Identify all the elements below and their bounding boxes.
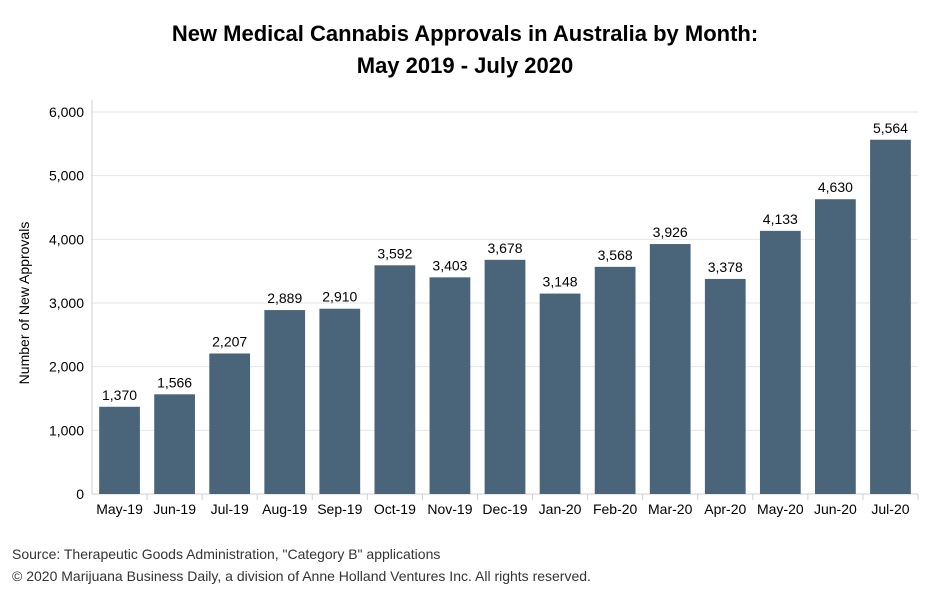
bar: [319, 308, 361, 494]
y-tick-label: 2,000: [49, 359, 84, 375]
bar: [539, 293, 581, 494]
bar: [594, 266, 636, 494]
x-tick-label: May-19: [96, 501, 143, 517]
x-tick-label: Jun-19: [153, 501, 196, 517]
bar: [649, 244, 691, 494]
y-axis-title: Number of New Approvals: [16, 222, 32, 385]
bar: [484, 259, 526, 494]
x-tick-label: Aug-19: [262, 501, 307, 517]
x-tick-label: Jun-20: [814, 501, 857, 517]
x-tick-label: Jan-20: [539, 501, 582, 517]
x-tick-label: Apr-20: [704, 501, 746, 517]
y-tick-label: 6,000: [49, 104, 84, 120]
bar: [209, 353, 251, 494]
y-tick-label: 5,000: [49, 168, 84, 184]
data-label: 1,566: [157, 374, 192, 390]
bar: [154, 394, 195, 494]
data-label: 3,148: [543, 274, 578, 290]
x-tick-label: Oct-19: [374, 501, 416, 517]
x-tick-label: Feb-20: [593, 501, 638, 517]
x-tick-label: Mar-20: [648, 501, 693, 517]
chart-title: New Medical Cannabis Approvals in Austra…: [0, 18, 930, 82]
data-label: 2,910: [322, 289, 357, 305]
x-tick-label: May-20: [757, 501, 804, 517]
x-tick-label: Sep-19: [317, 501, 362, 517]
data-label: 4,133: [763, 211, 798, 227]
bar: [759, 230, 801, 494]
data-label: 3,568: [598, 247, 633, 263]
data-label: 3,403: [432, 257, 467, 273]
data-label: 3,592: [377, 245, 412, 261]
x-tick-label: Jul-20: [871, 501, 909, 517]
bar: [815, 199, 856, 494]
bar: [374, 265, 416, 494]
y-tick-label: 1,000: [49, 422, 84, 438]
data-label: 3,378: [708, 259, 743, 275]
bar: [704, 278, 746, 494]
x-tick-label: Nov-19: [427, 501, 472, 517]
x-tick-label: Dec-19: [482, 501, 527, 517]
bar: [870, 139, 911, 494]
chart-title-line1: New Medical Cannabis Approvals in Austra…: [171, 21, 759, 46]
source-note: Source: Therapeutic Goods Administration…: [12, 546, 441, 562]
data-label: 5,564: [873, 120, 908, 136]
data-label: 3,678: [487, 240, 522, 256]
copyright-note: © 2020 Marijuana Business Daily, a divis…: [12, 568, 591, 584]
data-label: 2,207: [212, 333, 247, 349]
y-tick-label: 0: [76, 486, 84, 502]
bar: [264, 310, 306, 494]
bar: [99, 406, 140, 494]
bar: [429, 277, 471, 494]
data-label: 1,370: [102, 387, 137, 403]
x-tick-label: Jul-19: [211, 501, 249, 517]
chart-title-line2: May 2019 - July 2020: [356, 53, 574, 78]
data-label: 3,926: [653, 224, 688, 240]
y-tick-label: 3,000: [49, 295, 84, 311]
data-label: 2,889: [267, 290, 302, 306]
y-tick-label: 4,000: [49, 231, 84, 247]
data-label: 4,630: [818, 179, 853, 195]
